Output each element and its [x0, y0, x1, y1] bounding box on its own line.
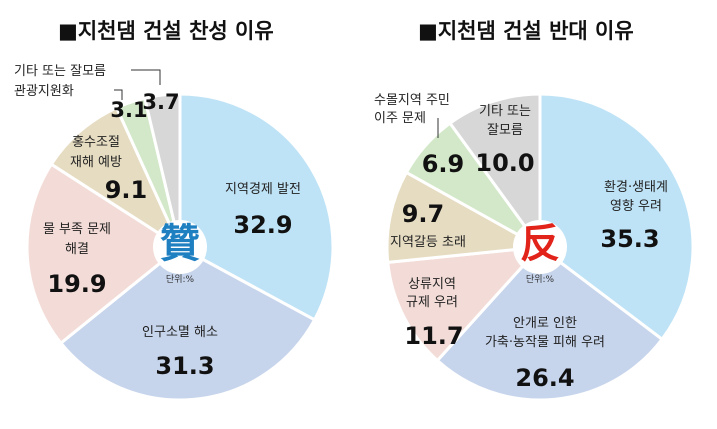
pie-slice-1 [178, 92, 335, 322]
pie-slice-1 [538, 92, 695, 342]
center-disc-support [153, 220, 207, 274]
slice-label: 해결 [65, 242, 89, 257]
unit-label-support: 단위:% [166, 274, 195, 285]
chart-title-oppose: ■지천댐 건설 반대 이유 [418, 19, 634, 43]
slice-label: 환경·생태계 [604, 180, 668, 195]
slice-value: 3.1 [110, 98, 147, 122]
pie-chart-oppose: ■지천댐 건설 반대 이유 反 단위:% 환경·생태계 영향 우려 35.3 안… [374, 19, 695, 402]
slice-value: 11.7 [404, 322, 463, 350]
slice-label: 재해 예방 [70, 155, 122, 170]
slice-label: 가축·농작물 피해 우려 [485, 335, 605, 350]
slice-value: 31.3 [155, 352, 214, 380]
pie-slice-4 [385, 170, 545, 265]
slice-value: 35.3 [600, 225, 659, 253]
slice-label: 관광지원화 [14, 84, 74, 99]
pie-slice-6 [447, 92, 542, 252]
slice-value: 10.0 [475, 149, 534, 177]
unit-label-oppose: 단위:% [526, 274, 555, 285]
slice-labels-oppose: 환경·생태계 영향 우려 35.3 안개로 인한 가축·농작물 피해 우려 26… [374, 93, 668, 392]
slice-label: 기타 또는 잘모름 [14, 64, 106, 79]
slice-value: 19.9 [47, 270, 106, 298]
center-disc-oppose [513, 220, 567, 274]
leader-line [114, 89, 123, 100]
slices-oppose [385, 92, 695, 402]
slice-label: 지역경제 발전 [225, 182, 301, 197]
slice-label: 홍수조절 [72, 135, 120, 150]
slice-value: 32.9 [233, 211, 292, 239]
pie-slice-4 [49, 105, 184, 252]
slice-label: 잘모름 [487, 123, 523, 138]
chart-title-support: ■지천댐 건설 찬성 이유 [58, 19, 274, 43]
slice-value: 9.1 [105, 176, 148, 204]
slice-value: 6.9 [422, 150, 465, 178]
slice-label: 지역갈등 초래 [390, 235, 466, 250]
slice-label: 영향 우려 [610, 199, 662, 214]
center-glyph-oppose: 反 [520, 220, 560, 267]
slice-label: 이주 문제 [374, 111, 426, 126]
pie-slice-2 [435, 244, 665, 402]
slice-value: 26.4 [515, 364, 574, 392]
slice-label: 기타 또는 [479, 104, 531, 119]
slice-label: 안개로 인한 [513, 316, 577, 331]
slice-label: 규제 우려 [406, 295, 458, 310]
slice-value: 9.7 [402, 200, 445, 228]
slice-label: 상류지역 [408, 277, 456, 292]
pie-chart-support: ■지천댐 건설 찬성 이유 贊 단위:% 지역경제 발전 32.9 인구소멸 해… [14, 19, 335, 402]
slices-support [25, 92, 335, 402]
slice-labels-support: 지역경제 발전 32.9 인구소멸 해소 31.3 물 부족 문제 해결 19.… [14, 64, 301, 380]
pie-slice-3 [386, 245, 544, 363]
slice-label: 수몰지역 주민 [374, 93, 450, 108]
slice-label: 인구소멸 해소 [142, 325, 218, 340]
pie-slice-3 [25, 162, 183, 346]
center-glyph-support: 贊 [160, 220, 200, 267]
slice-value: 3.7 [142, 90, 179, 114]
pie-slice-6 [142, 92, 182, 248]
leader-line [131, 69, 161, 85]
slice-label: 물 부족 문제 [43, 222, 111, 237]
pie-slice-2 [58, 245, 317, 402]
